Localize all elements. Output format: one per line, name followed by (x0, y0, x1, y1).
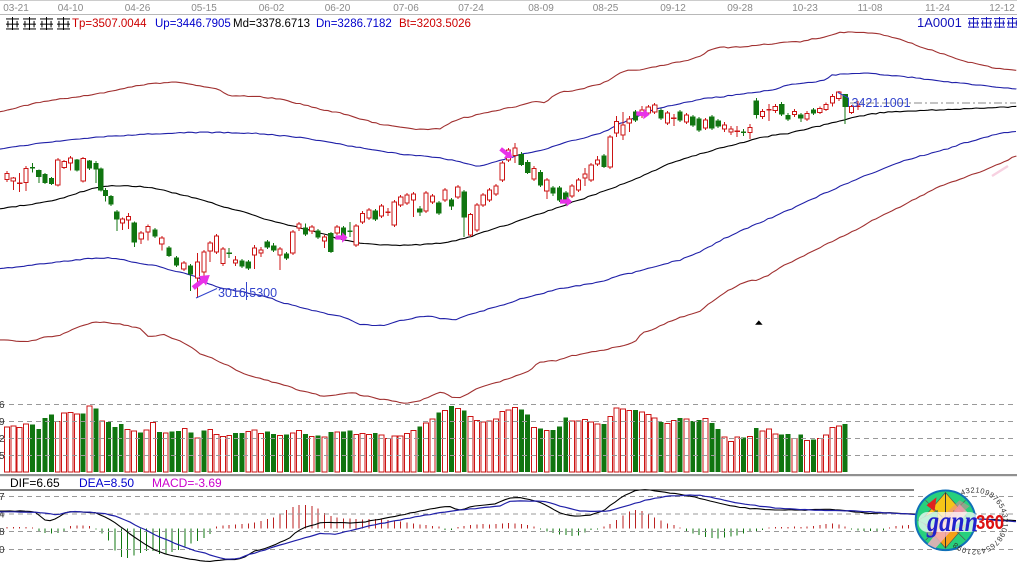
svg-text:7: 7 (992, 538, 1001, 547)
svg-text:8: 8 (0, 527, 5, 538)
svg-text:04-10: 04-10 (58, 3, 84, 14)
svg-text:08-25: 08-25 (593, 3, 619, 14)
svg-text:0: 0 (979, 486, 985, 496)
svg-text:07-06: 07-06 (393, 3, 419, 14)
svg-text:04-26: 04-26 (125, 3, 151, 14)
svg-text:6: 6 (988, 541, 997, 551)
svg-text:1A0001: 1A0001 (917, 15, 962, 30)
svg-text:Dn=3286.7182: Dn=3286.7182 (316, 18, 392, 30)
svg-text:6: 6 (0, 400, 5, 411)
svg-text:9: 9 (0, 417, 5, 428)
svg-text:1: 1 (975, 485, 980, 494)
svg-text:09-28: 09-28 (727, 3, 753, 14)
svg-text:5: 5 (0, 451, 5, 462)
svg-text:7: 7 (991, 493, 1000, 502)
svg-text:DIF=6.65: DIF=6.65 (10, 476, 60, 490)
svg-text:0: 0 (961, 545, 968, 555)
svg-text:5: 5 (997, 502, 1007, 510)
svg-text:1: 1 (1000, 523, 1009, 528)
svg-text:7: 7 (0, 492, 5, 503)
svg-text:3: 3 (965, 486, 971, 496)
svg-text:8: 8 (987, 490, 995, 500)
svg-text:03-21: 03-21 (3, 3, 29, 14)
svg-text:5: 5 (985, 544, 993, 554)
svg-text:05-15: 05-15 (191, 3, 217, 14)
svg-text:9: 9 (956, 543, 964, 553)
svg-text:4: 4 (959, 487, 966, 497)
svg-text:3016.5300: 3016.5300 (218, 286, 277, 300)
svg-text:12-12: 12-12 (989, 3, 1015, 14)
svg-text:3: 3 (1000, 513, 1010, 519)
svg-text:DEA=8.50: DEA=8.50 (79, 476, 134, 490)
svg-text:11-24: 11-24 (925, 3, 950, 14)
svg-text:gann: gann (926, 505, 978, 538)
svg-text:1: 1 (966, 547, 972, 557)
svg-text:Tp=3507.0044: Tp=3507.0044 (72, 18, 147, 30)
svg-text:Bt=3203.5026: Bt=3203.5026 (399, 18, 471, 30)
svg-text:Up=3446.7905: Up=3446.7905 (155, 18, 231, 30)
svg-text:09-12: 09-12 (660, 3, 686, 14)
svg-text:MACD=-3.69: MACD=-3.69 (152, 476, 222, 490)
svg-text:3: 3 (976, 547, 981, 556)
svg-text:07-24: 07-24 (458, 3, 484, 14)
svg-text:0: 0 (0, 545, 5, 556)
svg-text:11-08: 11-08 (858, 3, 883, 14)
svg-text:06-02: 06-02 (259, 3, 285, 14)
svg-text:9: 9 (983, 488, 990, 498)
svg-text:8: 8 (951, 541, 960, 551)
svg-text:8: 8 (995, 535, 1005, 544)
svg-text:08-09: 08-09 (528, 3, 554, 14)
svg-text:Md=3378.6713: Md=3378.6713 (233, 18, 310, 30)
svg-text:3421.1001: 3421.1001 (852, 96, 911, 110)
svg-text:10-23: 10-23 (792, 3, 818, 14)
svg-text:4: 4 (980, 546, 987, 556)
svg-text:2: 2 (0, 434, 5, 445)
svg-text:2: 2 (972, 547, 976, 556)
svg-text:2: 2 (970, 485, 975, 494)
svg-text:06-20: 06-20 (325, 3, 351, 14)
svg-text:360: 360 (976, 512, 1004, 534)
svg-text:0: 0 (999, 527, 1009, 534)
svg-text:2: 2 (1001, 518, 1010, 522)
svg-text:4: 4 (0, 510, 5, 521)
svg-text:6: 6 (994, 497, 1004, 506)
svg-text:9: 9 (997, 531, 1007, 539)
svg-text:4: 4 (999, 507, 1009, 514)
